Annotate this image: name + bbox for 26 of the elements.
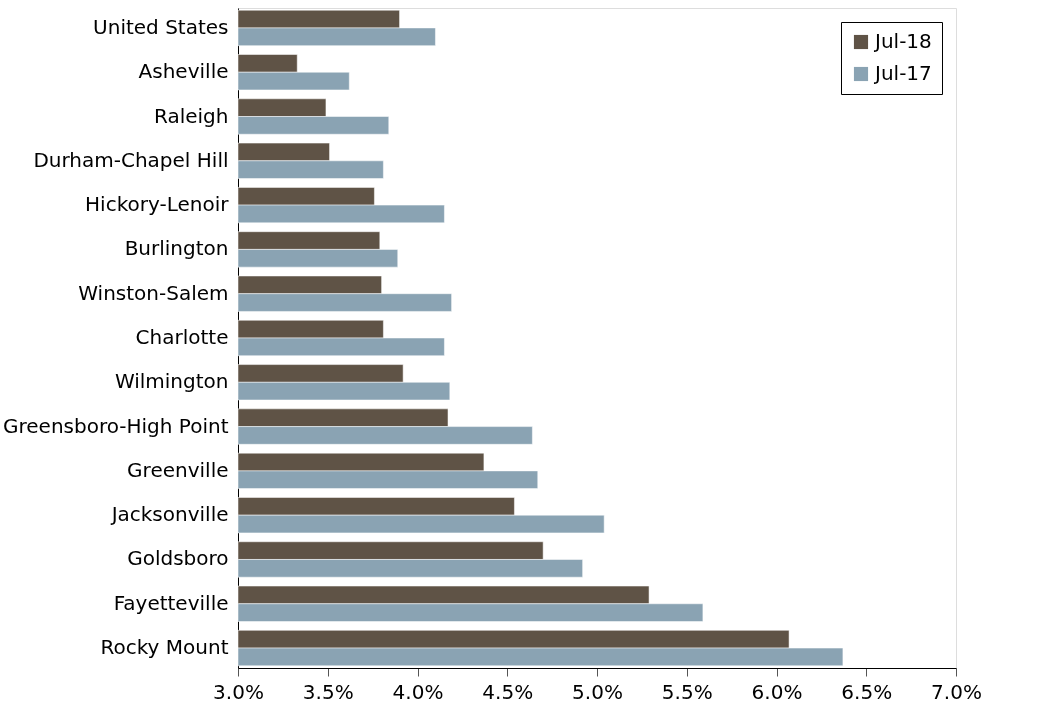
x-tick-label: 4.0% [392,679,444,704]
y-tick-label: Greensboro-High Point [2,413,229,438]
x-tick-label: 3.0% [213,679,264,704]
y-tick-label: Goldsboro [127,546,229,571]
y-tick-label: Asheville [138,59,229,84]
y-tick-label: Fayetteville [113,590,229,615]
x-tick-label: 5.0% [572,679,623,704]
y-tick-label: Jacksonville [109,502,229,527]
y-tick-label: Durham-Chapel Hill [33,147,229,172]
y-tick-label: United States [93,14,229,39]
x-tick-label: 5.5% [661,679,713,704]
y-tick-label: Raleigh [153,103,229,128]
y-tick-label: Wilmington [114,369,229,394]
legend-label: Jul-17 [873,61,932,85]
x-tick-label: 7.0% [931,679,982,704]
y-tick-label: Charlotte [135,325,229,349]
legend-label: Jul-18 [873,29,932,53]
y-tick-label: Greenville [127,457,229,482]
x-tick-label: 6.5% [841,679,893,704]
y-tick-label: Winston-Salem [78,280,229,305]
x-tick-label: 6.0% [751,679,803,704]
x-tick-label: 4.5% [482,679,534,704]
y-tick-label: Hickory-Lenoir [85,192,230,217]
x-tick-label: 3.5% [302,679,354,704]
y-tick-label: Rocky Mount [100,635,229,660]
y-tick-label: Burlington [124,236,229,261]
